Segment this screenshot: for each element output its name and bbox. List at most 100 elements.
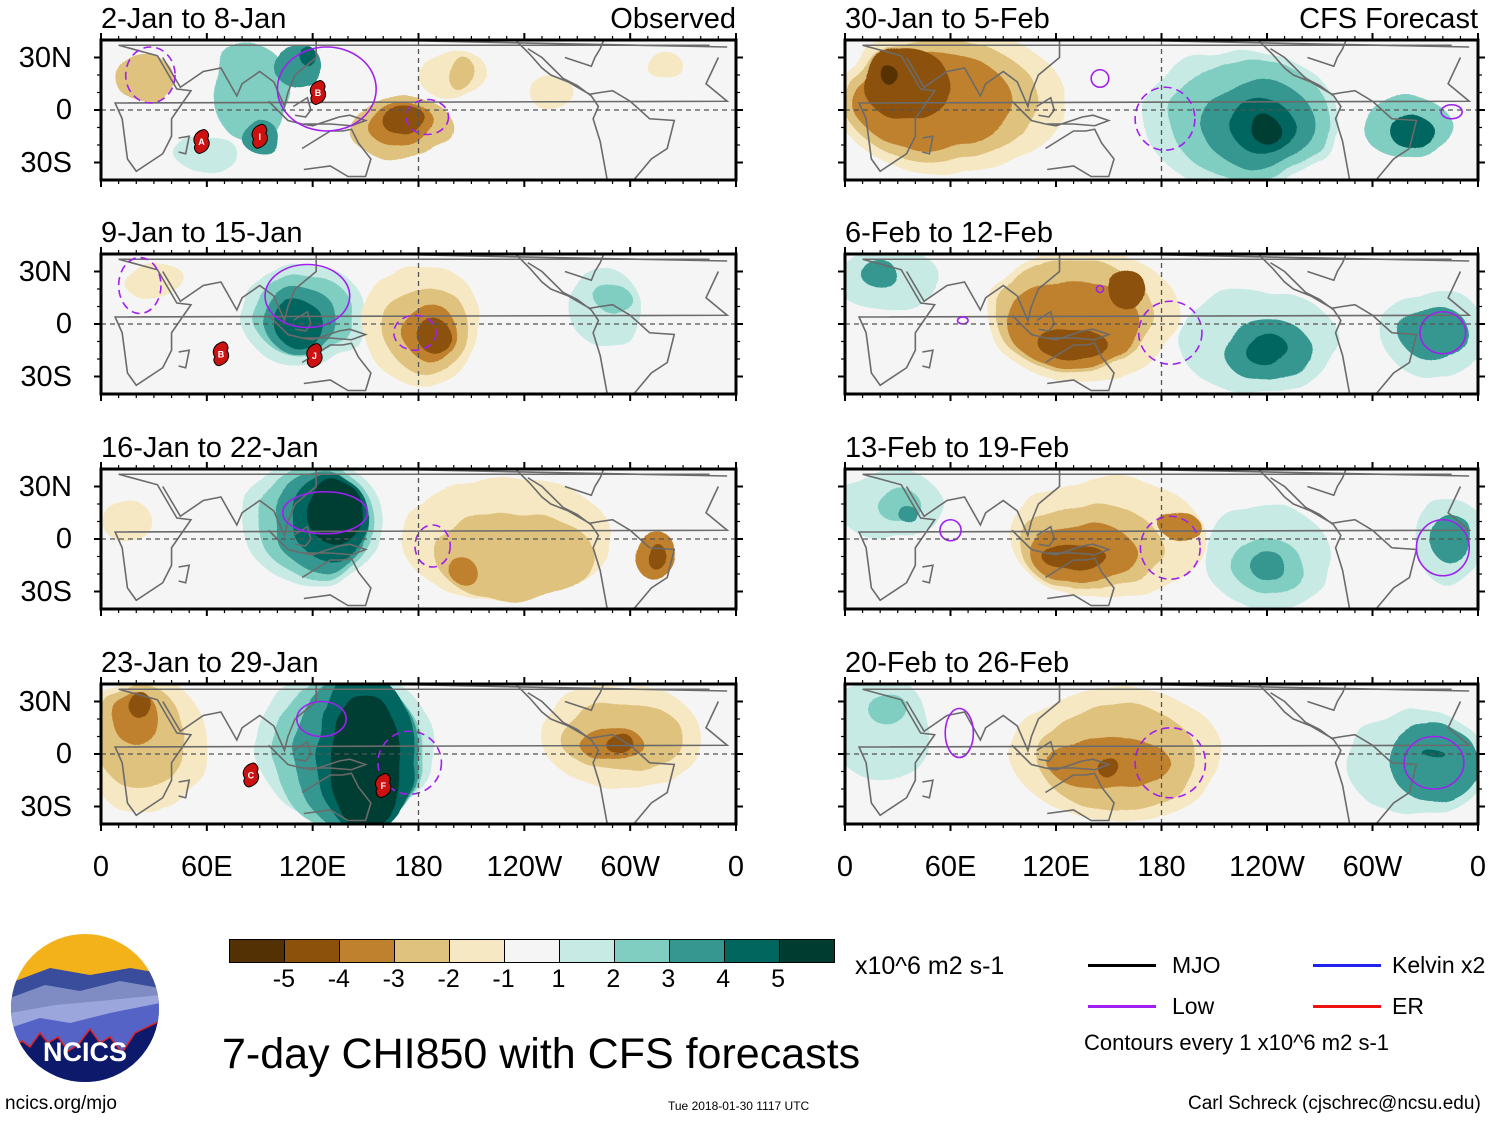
x-tick-label: 180 bbox=[1137, 851, 1186, 883]
colorbar-swatch bbox=[614, 940, 669, 962]
low-contour-positive bbox=[1095, 284, 1105, 294]
map-panel bbox=[838, 33, 1485, 187]
coastline bbox=[1045, 128, 1115, 178]
coastline bbox=[101, 40, 728, 48]
coastline bbox=[845, 254, 1470, 262]
colorbar-label: -4 bbox=[327, 965, 350, 993]
legend-label-low: Low bbox=[1172, 993, 1215, 1019]
coastline bbox=[268, 744, 368, 771]
coastline bbox=[514, 469, 676, 609]
coastline bbox=[1257, 254, 1418, 394]
low-contour-negative bbox=[405, 98, 450, 136]
coastline bbox=[845, 469, 1470, 477]
colorbar-swatch bbox=[504, 940, 559, 962]
low-contour-negative bbox=[1134, 726, 1207, 799]
anomaly-positive bbox=[212, 43, 290, 142]
anomaly-negative bbox=[381, 106, 428, 135]
colorbar-swatch bbox=[394, 940, 449, 962]
anomaly-negative bbox=[1041, 542, 1106, 571]
coastline bbox=[922, 349, 934, 369]
y-tick-label: 0 bbox=[55, 523, 72, 555]
y-tick-label: 30S bbox=[20, 360, 72, 393]
low-contour-positive bbox=[1440, 103, 1463, 120]
site-url[interactable]: ncics.org/mjo bbox=[5, 1093, 117, 1114]
coastline bbox=[113, 473, 730, 602]
colorbar-label: 1 bbox=[551, 965, 566, 993]
coastline bbox=[113, 44, 730, 173]
coastline bbox=[178, 779, 191, 799]
coastline bbox=[922, 564, 934, 584]
storm-marker: F bbox=[375, 772, 392, 799]
low-contour-negative bbox=[1137, 300, 1203, 366]
coastline bbox=[101, 469, 728, 477]
anomaly-positive bbox=[867, 696, 911, 725]
anomaly-negative bbox=[880, 66, 898, 84]
storm-marker: J bbox=[306, 342, 323, 369]
coastline bbox=[178, 564, 191, 584]
anomaly-positive bbox=[1398, 306, 1470, 359]
anomaly-negative bbox=[1157, 512, 1201, 538]
colorbar-swatch bbox=[284, 940, 339, 962]
x-tick-label: 180 bbox=[394, 851, 443, 883]
coastline bbox=[514, 254, 676, 394]
x-tick-label: 60W bbox=[1342, 851, 1403, 883]
storm-label: A bbox=[198, 137, 205, 147]
coastline bbox=[162, 40, 317, 109]
x-tick-label: 60W bbox=[600, 851, 660, 883]
low-contour-negative bbox=[1139, 515, 1201, 581]
coastline bbox=[857, 473, 1472, 602]
y-tick-label: 0 bbox=[55, 738, 72, 770]
colorbar-label: 3 bbox=[661, 965, 676, 993]
map-panel bbox=[838, 247, 1485, 401]
colorbar-swatch bbox=[779, 940, 834, 962]
coastline bbox=[845, 40, 1470, 48]
anomaly-negative bbox=[448, 558, 477, 583]
y-tick-label: 30N bbox=[18, 41, 72, 74]
anomaly-positive bbox=[1252, 117, 1282, 145]
panel-title: 23-Jan to 29-Jan bbox=[101, 647, 319, 679]
map-panel: A I B bbox=[94, 33, 743, 187]
colorbar bbox=[229, 939, 835, 963]
anomaly-positive bbox=[594, 283, 631, 312]
anomaly-negative bbox=[647, 546, 669, 571]
coastline bbox=[1011, 529, 1112, 556]
low-contour-positive bbox=[1419, 310, 1467, 355]
coastline bbox=[1307, 254, 1347, 282]
panel-title: 16-Jan to 22-Jan bbox=[101, 432, 319, 464]
anomaly-negative bbox=[862, 48, 951, 119]
coastline bbox=[301, 772, 372, 822]
map-panel bbox=[838, 677, 1485, 831]
anomaly-positive bbox=[330, 692, 401, 824]
author: Carl Schreck (cjschrec@ncsu.edu) bbox=[1188, 1093, 1481, 1114]
low-contour-positive bbox=[264, 263, 351, 329]
coastline bbox=[845, 684, 1470, 692]
colorbar-swatch bbox=[559, 940, 614, 962]
x-tick-label: 120W bbox=[486, 851, 563, 883]
map-panel bbox=[838, 462, 1485, 616]
y-tick-label: 30N bbox=[18, 255, 72, 288]
storm-label: B bbox=[315, 88, 322, 98]
low-contour-positive bbox=[939, 518, 962, 542]
legend-label-mjo: MJO bbox=[1172, 952, 1221, 978]
coastline bbox=[922, 135, 934, 155]
x-tick-label: 120W bbox=[1229, 851, 1305, 883]
colorbar-swatch bbox=[449, 940, 504, 962]
storm-label: I bbox=[258, 132, 261, 142]
x-tick-label: 0 bbox=[92, 851, 110, 883]
anomaly-negative bbox=[436, 512, 595, 601]
low-contour-positive bbox=[1415, 518, 1471, 577]
colorbar-label: -3 bbox=[382, 965, 405, 993]
low-contour-positive bbox=[1403, 735, 1465, 790]
coastline bbox=[113, 258, 730, 387]
y-tick-label: 0 bbox=[55, 94, 72, 126]
coastline bbox=[268, 314, 368, 341]
legend-line-er bbox=[1313, 1005, 1381, 1008]
coastline bbox=[564, 254, 605, 282]
coastline bbox=[301, 557, 372, 607]
coastline bbox=[162, 469, 317, 538]
anomaly-positive bbox=[300, 48, 318, 67]
panel-title: 9-Jan to 15-Jan bbox=[101, 217, 303, 249]
timestamp: Tue 2018-01-30 1117 UTC bbox=[668, 1099, 810, 1113]
coastline bbox=[857, 44, 1472, 173]
coastline bbox=[564, 469, 605, 497]
